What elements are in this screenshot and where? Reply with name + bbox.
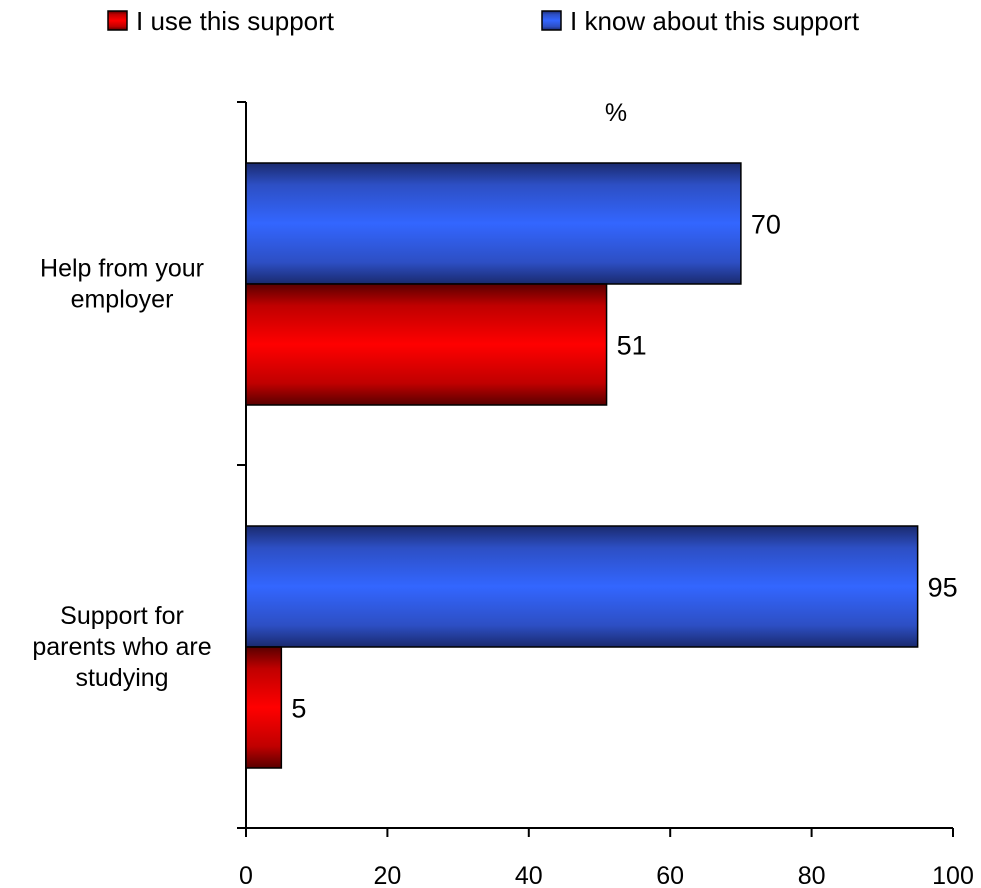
x-tick-label: 0 [239, 862, 253, 888]
bar [245, 646, 283, 769]
x-tick-label: 60 [656, 862, 684, 888]
bar [245, 283, 608, 406]
category-label: Help from your employer [40, 255, 204, 314]
legend: I use this support I know about this supp… [107, 6, 860, 36]
bars [245, 162, 919, 769]
x-tick-label: 20 [373, 862, 401, 888]
legend-swatch [541, 10, 562, 31]
unit-label: % [605, 99, 627, 127]
labels: % 70 51 Help from your employer 95 5 Support fo… [32, 99, 957, 724]
legend-entry: I use this support [136, 6, 335, 36]
bar [245, 525, 919, 648]
bar [245, 162, 742, 285]
legend-swatch [107, 10, 128, 31]
data-label: 5 [291, 694, 306, 724]
category-label: Support for parents who are studying [32, 602, 211, 692]
legend-entry: I know about this support [570, 6, 860, 36]
x-tick-label: 40 [515, 862, 543, 888]
data-label: 51 [617, 331, 647, 361]
data-label: 95 [928, 573, 958, 603]
x-tick-label: 80 [798, 862, 826, 888]
data-label: 70 [751, 210, 781, 240]
axes: 0 20 40 60 80 100 [237, 101, 974, 888]
x-tick-label: 100 [932, 862, 974, 888]
